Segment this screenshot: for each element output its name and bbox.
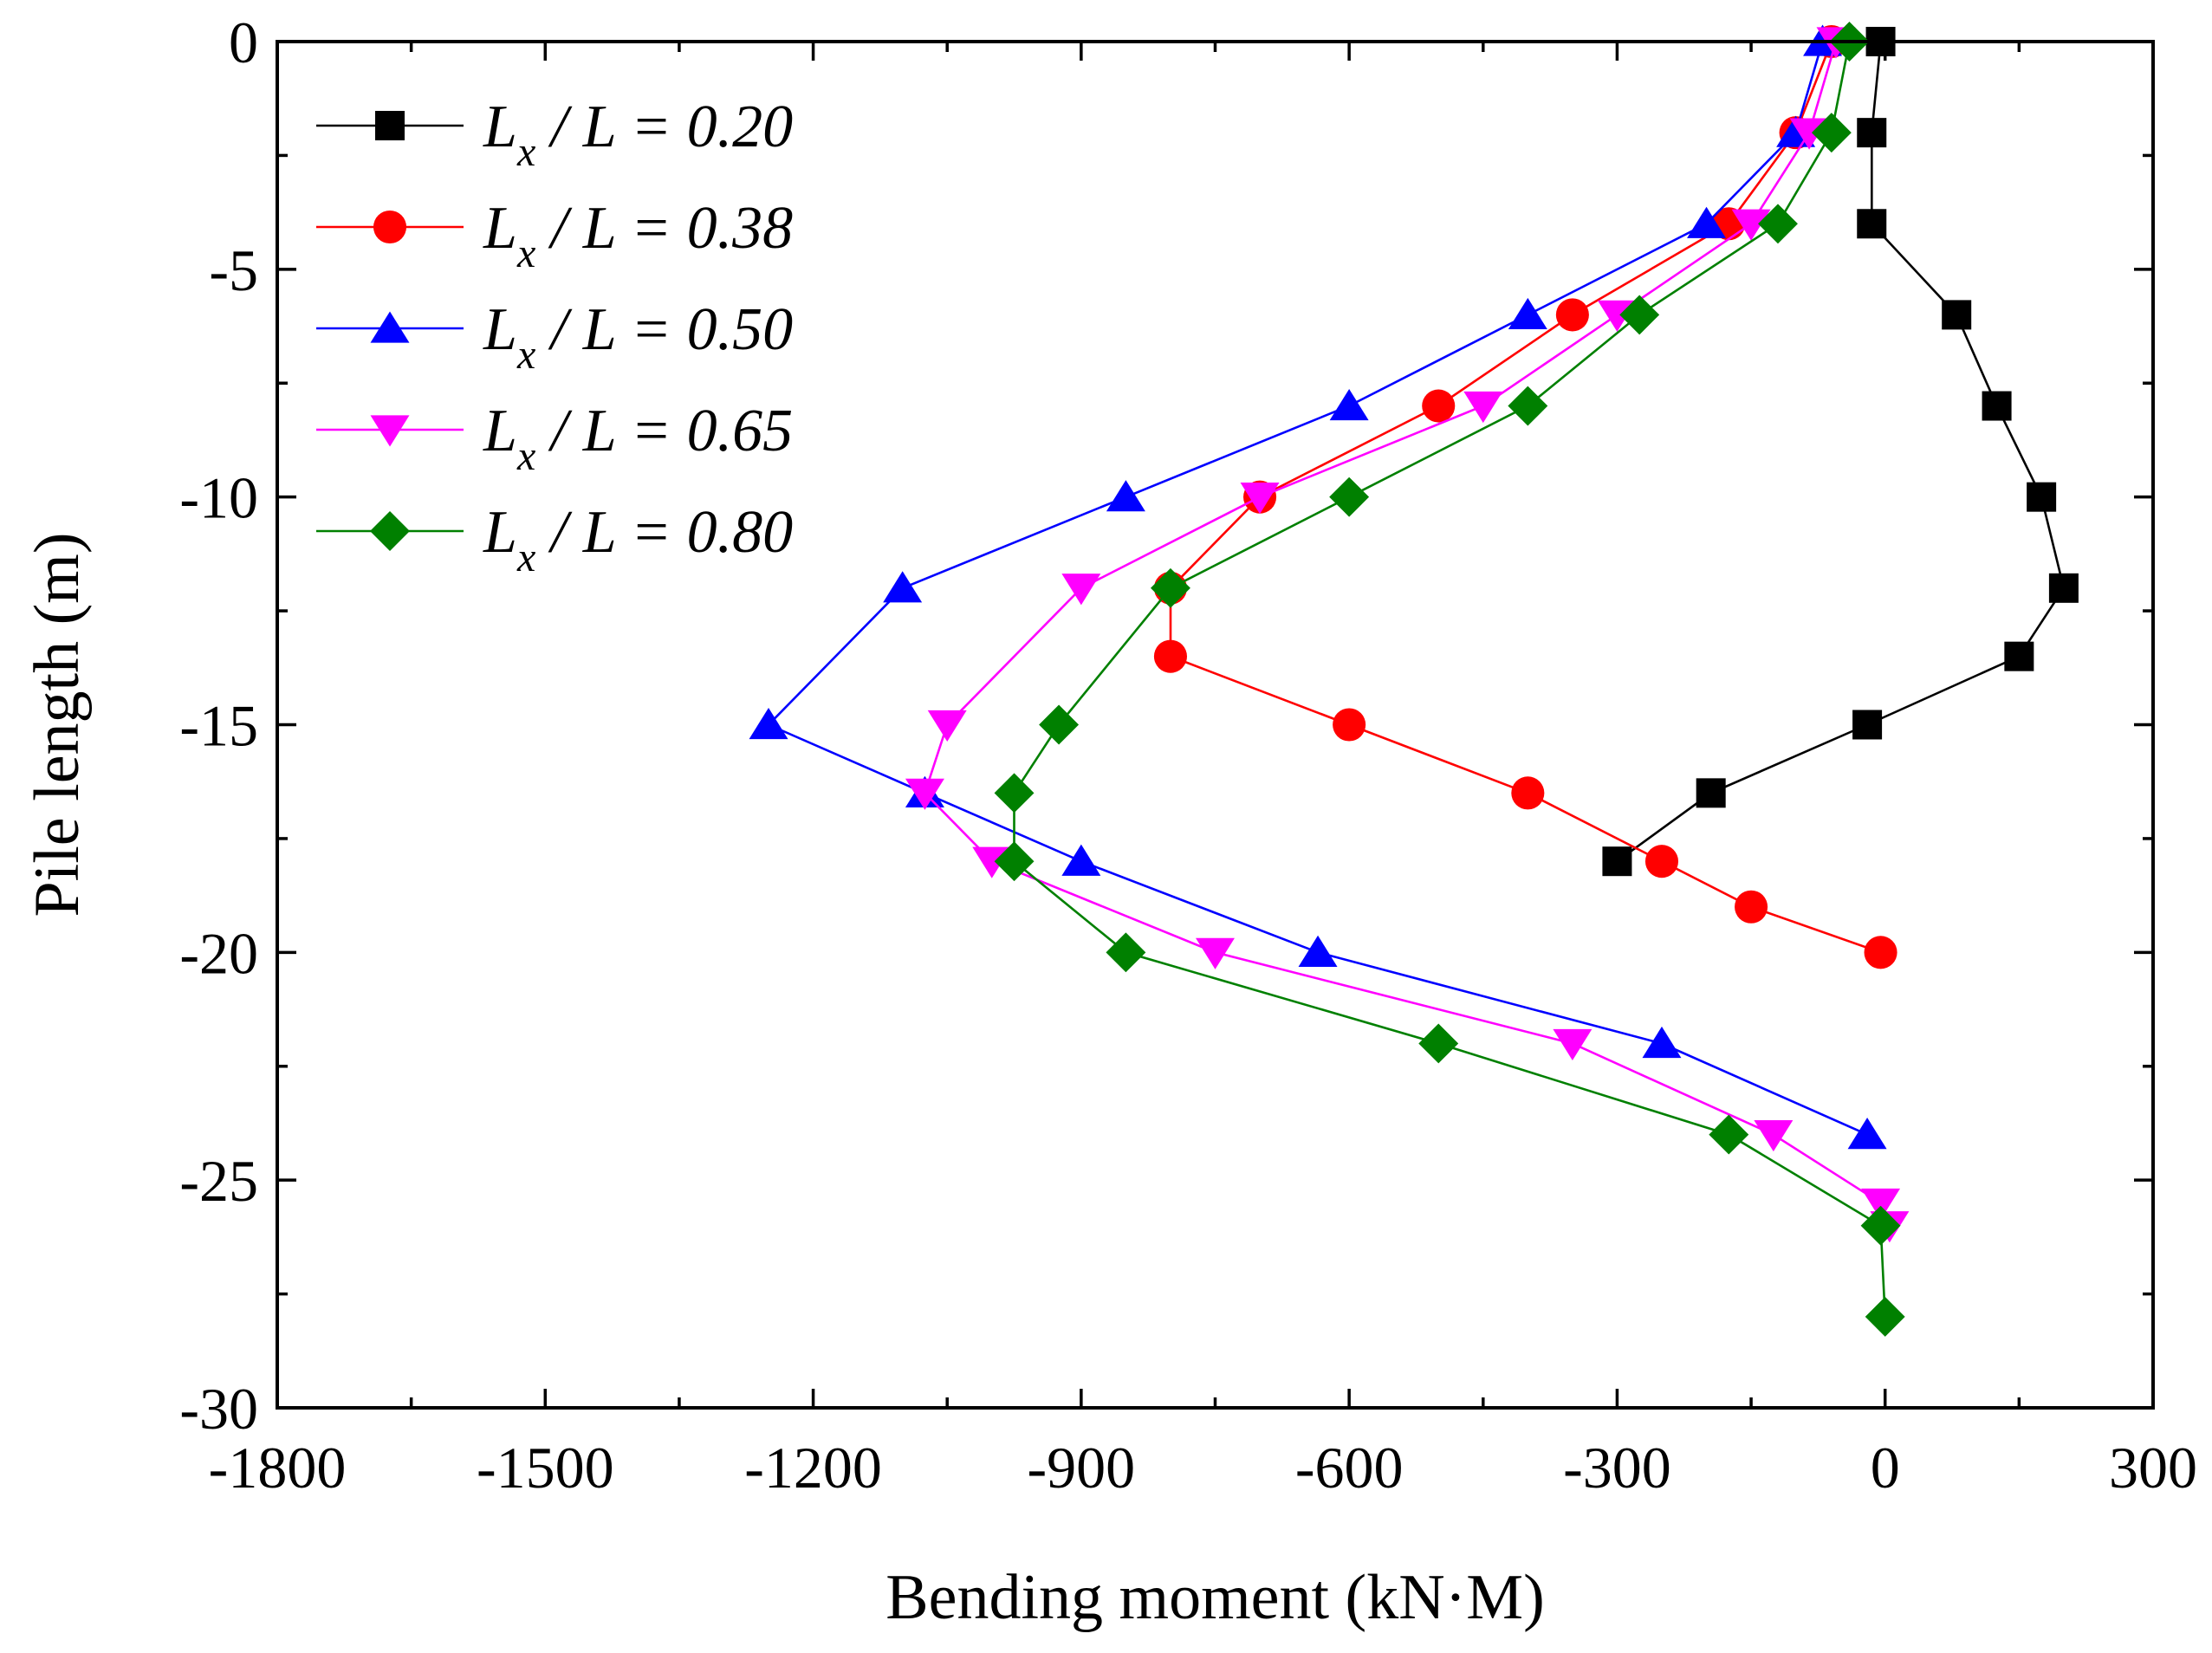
data-point	[1418, 1023, 1459, 1064]
legend-label: Lx / L = 0.50	[483, 296, 793, 378]
data-point	[883, 571, 923, 603]
data-point	[1553, 1028, 1593, 1061]
data-point	[1333, 708, 1366, 742]
legend-label: Lx / L = 0.80	[483, 499, 793, 580]
series-020	[1602, 27, 2079, 877]
x-axis-title: Bending moment (kN·M)	[885, 1562, 1544, 1633]
y-tick-label: 0	[229, 10, 258, 75]
legend-marker	[370, 415, 410, 447]
x-tick-label: -300	[1563, 1435, 1671, 1501]
y-tick-label: -10	[179, 465, 258, 531]
data-point	[1857, 209, 1887, 239]
data-point	[1942, 300, 1972, 330]
data-point	[1709, 1114, 1749, 1155]
x-tick-label: -1200	[744, 1435, 882, 1501]
data-point	[1555, 298, 1589, 332]
data-point	[1847, 1118, 1887, 1150]
data-point	[749, 707, 788, 740]
data-point	[1061, 844, 1101, 876]
y-tick-label: -20	[179, 920, 258, 986]
data-point	[2027, 482, 2057, 512]
series-line	[766, 41, 1868, 1136]
axis-layer: -1800 -1500 -1200 -900 -600 -300 0 300 0 -5 -10 -15…	[179, 10, 2197, 1501]
data-point	[1511, 776, 1545, 810]
data-point	[1735, 890, 1768, 924]
data-point	[1422, 389, 1456, 423]
legend-label: Lx / L = 0.20	[483, 94, 793, 175]
data-point	[1106, 932, 1146, 973]
data-point	[1508, 386, 1548, 426]
legend-entry: Lx / L = 0.20	[316, 94, 793, 175]
data-point	[1602, 846, 1632, 877]
data-point	[1240, 483, 1280, 515]
y-axis-title: Pile length (m)	[22, 533, 93, 917]
data-point	[1644, 845, 1679, 878]
legend-marker	[370, 511, 410, 551]
data-point	[1039, 704, 1080, 745]
data-point	[1860, 1205, 1901, 1246]
data-point	[1329, 476, 1370, 517]
data-point	[1852, 710, 1883, 740]
data-point	[1864, 936, 1897, 969]
x-tick-label: 300	[2109, 1435, 2197, 1501]
legend-label: Lx / L = 0.65	[483, 398, 793, 479]
data-point	[1642, 1026, 1682, 1059]
legend-entry: Lx / L = 0.50	[316, 296, 793, 378]
legend: Lx / L = 0.20 Lx / L = 0.38 Lx / L = 0.50 L…	[316, 94, 793, 580]
data-point	[1696, 778, 1726, 808]
y-tick-label: -25	[179, 1148, 258, 1214]
data-point	[1857, 118, 1887, 148]
series-065	[905, 27, 1910, 1243]
x-tick-label: -900	[1028, 1435, 1136, 1501]
data-point	[1758, 204, 1798, 244]
data-point	[1329, 388, 1369, 421]
data-point	[905, 778, 944, 810]
legend-entry: Lx / L = 0.38	[316, 195, 793, 276]
series-line	[1169, 41, 1882, 954]
data-point	[2048, 573, 2079, 603]
series-050	[749, 24, 1887, 1150]
data-point	[1982, 391, 2012, 421]
data-point	[1687, 206, 1727, 238]
legend-marker	[373, 210, 407, 244]
data-point	[2004, 641, 2034, 671]
x-tick-label: -1800	[209, 1435, 347, 1501]
data-point	[1061, 574, 1101, 606]
data-point	[1298, 935, 1338, 967]
data-point	[1861, 1188, 1901, 1220]
data-point	[1865, 1296, 1905, 1337]
data-point	[994, 841, 1035, 882]
y-tick-label: -30	[179, 1376, 258, 1442]
data-point	[1106, 480, 1145, 512]
data-point	[1508, 297, 1547, 330]
series-line	[1616, 41, 2066, 863]
data-point	[1153, 639, 1187, 673]
data-point	[1811, 113, 1852, 153]
x-tick-label: -1500	[477, 1435, 614, 1501]
data-point	[1754, 1119, 1794, 1152]
data-point	[1463, 391, 1503, 424]
x-tick-label: -600	[1295, 1435, 1404, 1501]
y-tick-label: -15	[179, 693, 258, 759]
data-point	[1196, 937, 1235, 969]
legend-entry: Lx / L = 0.65	[316, 398, 793, 479]
y-tick-label: -5	[209, 237, 258, 303]
data-point	[1151, 567, 1190, 608]
data-point	[1731, 209, 1771, 241]
legend-marker	[370, 311, 410, 343]
legend-marker	[375, 111, 405, 140]
data-point	[927, 710, 967, 742]
data-point	[994, 773, 1035, 814]
legend-label: Lx / L = 0.38	[483, 195, 793, 276]
legend-entry: Lx / L = 0.80	[316, 499, 793, 580]
plot-layer	[749, 22, 2079, 1337]
data-point	[1619, 295, 1660, 335]
x-tick-label: 0	[1871, 1435, 1900, 1501]
